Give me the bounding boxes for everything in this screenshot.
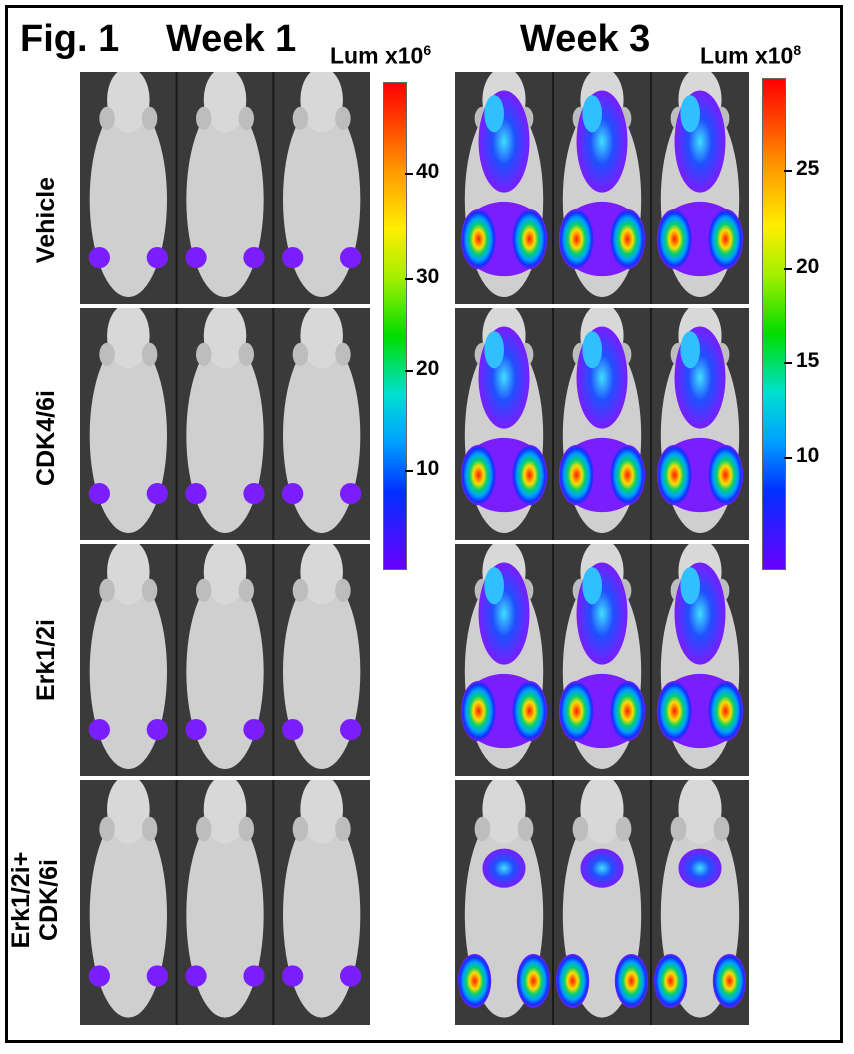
imaging-panel-week3-row3: [455, 544, 749, 776]
mouse: [558, 308, 646, 534]
mouse: [555, 780, 649, 1018]
row-label-combo-line1: Erk1/2i+: [7, 851, 35, 949]
imaging-panel-week1-row1: [80, 72, 370, 304]
colorbar-week3-tick-label: 10: [796, 444, 820, 467]
mouse: [185, 780, 265, 1018]
mouse: [653, 780, 747, 1018]
column-title-week3: Week 3: [520, 18, 651, 60]
mouse: [656, 72, 744, 298]
mouse: [185, 72, 265, 298]
mouse: [185, 544, 265, 770]
colorbar-title-week3: Lum x108: [700, 42, 802, 69]
colorbar-week1: [383, 82, 407, 570]
mouse: [282, 544, 362, 770]
colorbar-week1-tick-label: 20: [416, 357, 440, 380]
imaging-panel-image: [80, 308, 370, 540]
imaging-panel-image: [80, 780, 370, 1025]
colorbar-week1-tick-label: 30: [416, 265, 440, 288]
colorbar-week1-tick-label: 40: [416, 160, 440, 183]
mouse: [282, 72, 362, 298]
imaging-panel-week3-row4: [455, 780, 749, 1025]
imaging-panel-image: [455, 544, 749, 776]
imaging-panel-image: [455, 72, 749, 304]
column-title-week1: Week 1: [166, 18, 297, 60]
imaging-panel-week1-row4: [80, 780, 370, 1025]
mouse: [656, 544, 744, 770]
mouse: [88, 72, 168, 298]
colorbar-week3-tick-mark: [784, 362, 792, 364]
colorbar-week1-tick-mark: [405, 470, 413, 472]
imaging-panel-week1-row3: [80, 544, 370, 776]
colorbar-week3-tick-mark: [784, 457, 792, 459]
mouse: [185, 308, 265, 534]
row-label-erk12i: Erk1/2i: [32, 619, 60, 702]
colorbar-week3-tick-mark: [784, 268, 792, 270]
mouse: [460, 72, 548, 298]
colorbar-week3-tick-mark: [784, 170, 792, 172]
mouse: [282, 308, 362, 534]
mouse: [88, 780, 168, 1018]
mouse: [460, 544, 548, 770]
row-label-vehicle: Vehicle: [32, 176, 60, 264]
row-label-combo: Erk1/2i+ CDK/6i: [7, 825, 67, 975]
figure-label: Fig. 1: [20, 18, 120, 60]
mouse: [558, 544, 646, 770]
imaging-panel-image: [80, 72, 370, 304]
colorbar-title-week1: Lum x106: [330, 42, 432, 69]
row-label-combo-line2: CDK/6i: [35, 859, 63, 941]
colorbar-week3-tick-label: 15: [796, 349, 820, 372]
mouse: [88, 544, 168, 770]
colorbar-week1-tick-label: 10: [416, 457, 440, 480]
imaging-panel-week1-row2: [80, 308, 370, 540]
mouse: [558, 72, 646, 298]
imaging-panel-image: [455, 308, 749, 540]
colorbar-week3: [762, 78, 786, 570]
mouse: [88, 308, 168, 534]
mouse: [282, 780, 362, 1018]
colorbar-week3-tick-label: 20: [796, 255, 820, 278]
imaging-panel-week3-row1: [455, 72, 749, 304]
colorbar-week3-tick-label: 25: [796, 157, 820, 180]
imaging-panel-image: [80, 544, 370, 776]
colorbar-week1-tick-mark: [405, 278, 413, 280]
mouse: [457, 780, 551, 1018]
mouse: [460, 308, 548, 534]
colorbar-week1-tick-mark: [405, 370, 413, 372]
row-label-cdk46i: CDK4/6i: [32, 390, 60, 486]
mouse: [656, 308, 744, 534]
colorbar-week1-tick-mark: [405, 173, 413, 175]
imaging-panel-image: [455, 780, 749, 1025]
imaging-panel-week3-row2: [455, 308, 749, 540]
